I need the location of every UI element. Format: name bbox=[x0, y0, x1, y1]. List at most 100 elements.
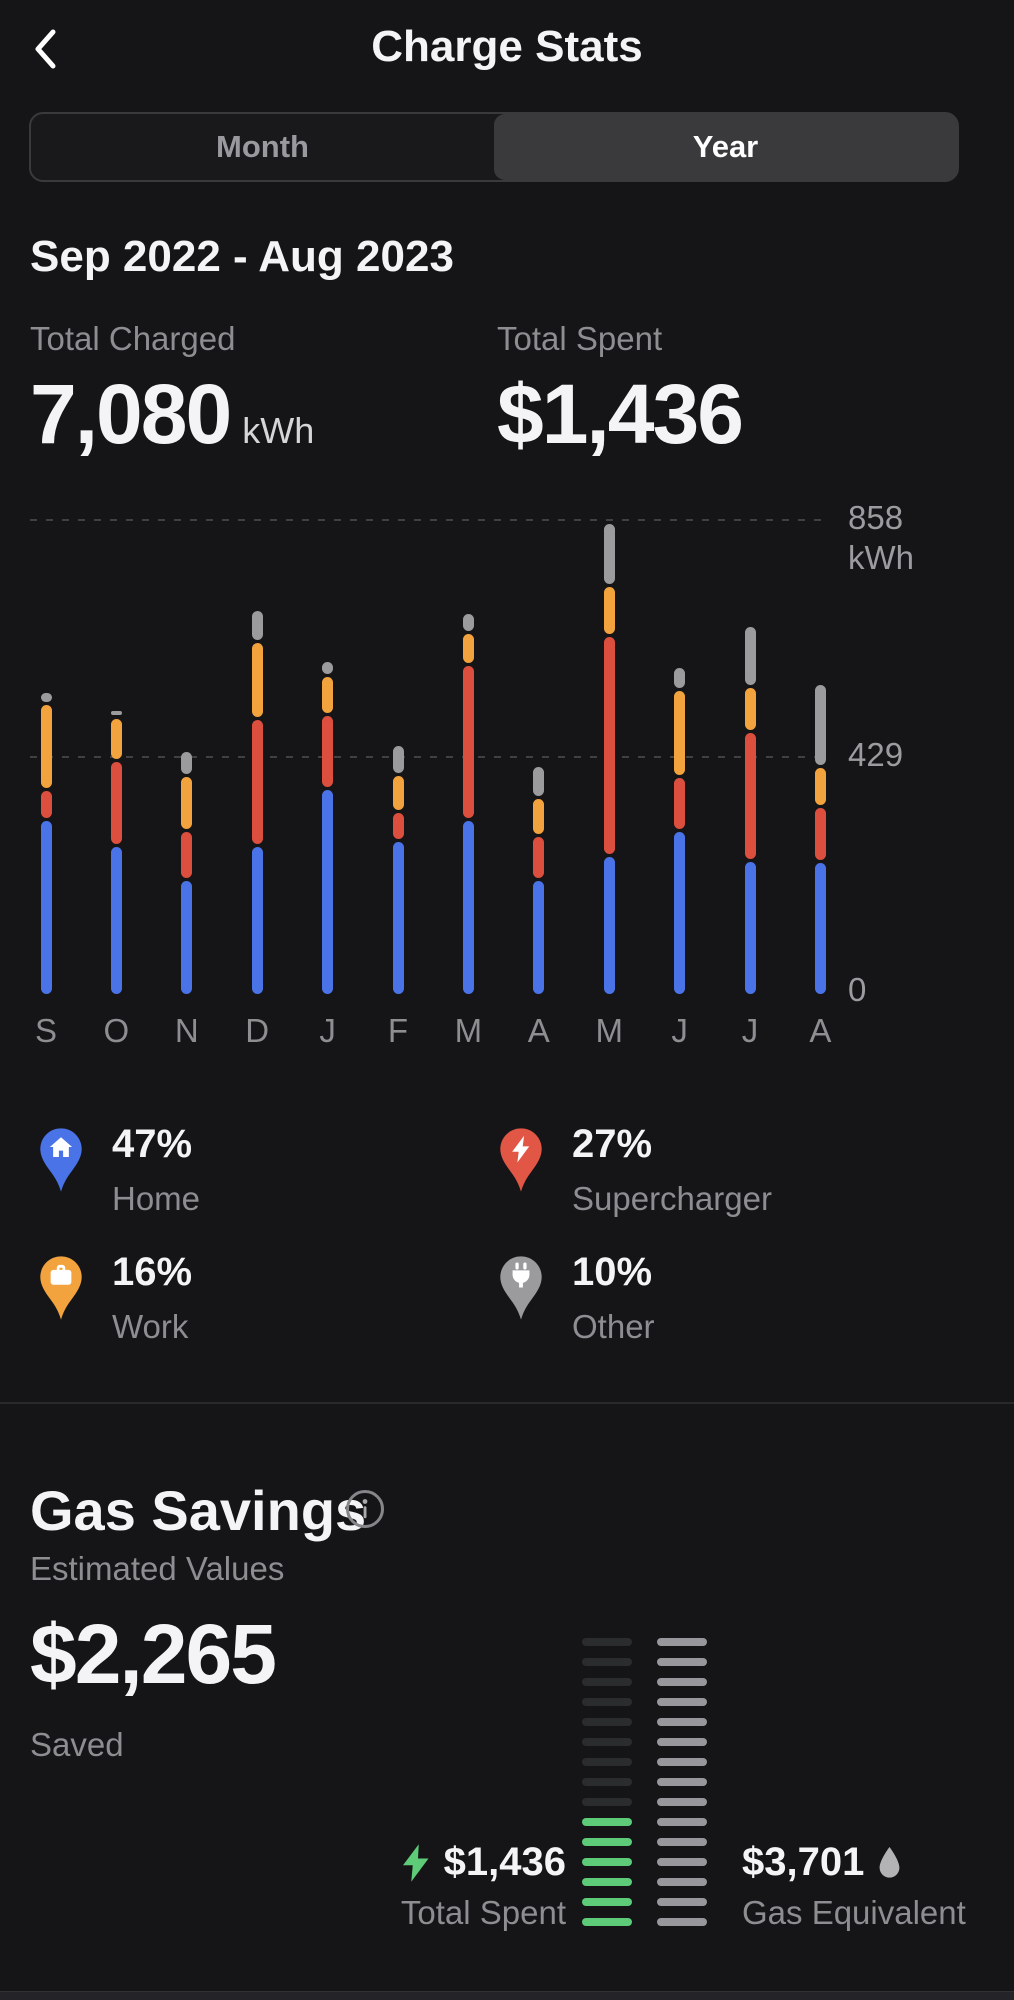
toggle-year[interactable]: Year bbox=[494, 114, 957, 180]
bar-segment-other bbox=[814, 685, 826, 766]
spent-meter-dash bbox=[582, 1778, 632, 1786]
x-axis-label: J bbox=[741, 1012, 759, 1049]
gas-equivalent-compare-row: $3,701 bbox=[742, 1840, 901, 1885]
spent-meter-dash bbox=[582, 1698, 632, 1706]
total-charged-label: Total Charged bbox=[30, 320, 236, 357]
total-charged-unit: kWh bbox=[242, 410, 315, 451]
gas-meter-dash bbox=[657, 1698, 707, 1706]
gridline-429 bbox=[30, 756, 822, 758]
gas-meter-dash bbox=[657, 1798, 707, 1806]
gas-meter-dash bbox=[657, 1878, 707, 1886]
bar-segment-work bbox=[462, 633, 474, 664]
bar-segment-other bbox=[181, 752, 193, 775]
x-axis-label: J bbox=[319, 1012, 336, 1049]
bar-segment-home bbox=[40, 820, 52, 995]
spent-meter-dash bbox=[582, 1918, 632, 1926]
bar-segment-supercharger bbox=[40, 790, 52, 818]
bar-segment-work bbox=[814, 768, 826, 805]
legend-home-label: Home bbox=[112, 1180, 201, 1217]
spent-meter-dash bbox=[582, 1718, 632, 1726]
x-axis-label: M bbox=[595, 1012, 623, 1049]
bar-segment-other bbox=[40, 692, 52, 702]
x-axis-label: O bbox=[103, 1012, 130, 1049]
gas-meter-dash bbox=[657, 1778, 707, 1786]
bar-segment-other bbox=[603, 523, 615, 585]
bar-segment-work bbox=[533, 798, 545, 834]
y-axis-max-label: 858 bbox=[848, 499, 904, 536]
gridline-858 bbox=[30, 519, 822, 521]
spent-meter-dash bbox=[582, 1878, 632, 1886]
x-axis-label: A bbox=[527, 1012, 550, 1049]
bar-segment-home bbox=[814, 863, 826, 995]
toggle-month[interactable]: Month bbox=[216, 129, 309, 164]
bar-segment-home bbox=[462, 820, 474, 995]
droplet-icon bbox=[879, 1846, 900, 1878]
gas-meter-dash bbox=[657, 1858, 707, 1866]
legend-work-percent: 16% bbox=[112, 1250, 193, 1294]
period-range: Sep 2022 - Aug 2023 bbox=[30, 232, 454, 281]
bar-segment-supercharger bbox=[462, 666, 474, 818]
work-pin-icon bbox=[40, 1256, 82, 1320]
compare-gas-value: $3,701 bbox=[742, 1840, 865, 1884]
saved-amount: $2,265 bbox=[30, 1607, 277, 1701]
bar-segment-work bbox=[392, 775, 404, 810]
saved-label: Saved bbox=[30, 1726, 124, 1763]
total-spent-value: $1,436 bbox=[497, 367, 744, 461]
bar-segment-supercharger bbox=[181, 832, 193, 879]
bar-segment-home bbox=[744, 861, 756, 995]
bar-segment-work bbox=[110, 718, 122, 759]
bar-segment-other bbox=[110, 710, 122, 716]
bar-segment-supercharger bbox=[110, 761, 122, 844]
compare-gas-label: Gas Equivalent bbox=[742, 1894, 966, 1931]
bar-segment-supercharger bbox=[814, 808, 826, 861]
gas-meter-dash bbox=[657, 1818, 707, 1826]
x-axis-label: A bbox=[809, 1012, 832, 1049]
bar-segment-supercharger bbox=[322, 716, 334, 788]
back-button[interactable] bbox=[14, 18, 78, 82]
bar-segment-work bbox=[674, 690, 686, 775]
y-axis-mid-label: 429 bbox=[848, 736, 904, 773]
bar-segment-home bbox=[251, 846, 263, 995]
bar-segment-work bbox=[322, 676, 334, 714]
bar-segment-other bbox=[322, 661, 334, 674]
x-axis-label: J bbox=[671, 1012, 688, 1049]
total-spent-label: Total Spent bbox=[497, 320, 663, 357]
spent-meter-dash bbox=[582, 1678, 632, 1686]
x-axis-label: D bbox=[245, 1012, 270, 1049]
gas-savings-subtitle: Estimated Values bbox=[30, 1550, 285, 1587]
bar-segment-home bbox=[533, 881, 545, 995]
bar-segment-home bbox=[674, 831, 686, 995]
gas-meter-dash bbox=[657, 1838, 707, 1846]
y-axis-zero-label: 0 bbox=[848, 971, 867, 1008]
bar-segment-home bbox=[392, 841, 404, 995]
period-toggle: Month Year bbox=[29, 112, 959, 182]
bar-segment-work bbox=[181, 777, 193, 830]
gas-savings-title: Gas Savings bbox=[30, 1479, 367, 1542]
bar-segment-supercharger bbox=[392, 812, 404, 839]
total-charged-block: Total Charged 7,080 kWh bbox=[30, 320, 314, 456]
bar-segment-supercharger bbox=[251, 719, 263, 844]
spent-meter-dash bbox=[582, 1738, 632, 1746]
bar-segment-other bbox=[674, 667, 686, 688]
bar-segment-work bbox=[744, 687, 756, 731]
home-pin-icon bbox=[40, 1128, 82, 1192]
page-title: Charge Stats bbox=[371, 22, 643, 71]
gas-meter-dash bbox=[657, 1638, 707, 1646]
bar-segment-supercharger bbox=[744, 733, 756, 859]
x-axis-label: S bbox=[34, 1012, 57, 1049]
bar-segment-home bbox=[603, 856, 615, 995]
spent-meter-dash bbox=[582, 1758, 632, 1766]
x-axis-label: M bbox=[454, 1012, 483, 1049]
section-divider bbox=[0, 1402, 1014, 1404]
bar-segment-home bbox=[322, 790, 334, 995]
total-spent-compare-row: $1,436 bbox=[402, 1840, 566, 1885]
spent-meter-dash bbox=[582, 1818, 632, 1826]
info-button[interactable] bbox=[344, 1488, 386, 1530]
gas-meter-dash bbox=[657, 1658, 707, 1666]
legend-other-percent: 10% bbox=[572, 1250, 653, 1294]
bar-segment-other bbox=[392, 745, 404, 773]
gas-meter-dash bbox=[657, 1738, 707, 1746]
bar-segment-supercharger bbox=[603, 636, 615, 854]
bar-segment-other bbox=[251, 611, 263, 641]
